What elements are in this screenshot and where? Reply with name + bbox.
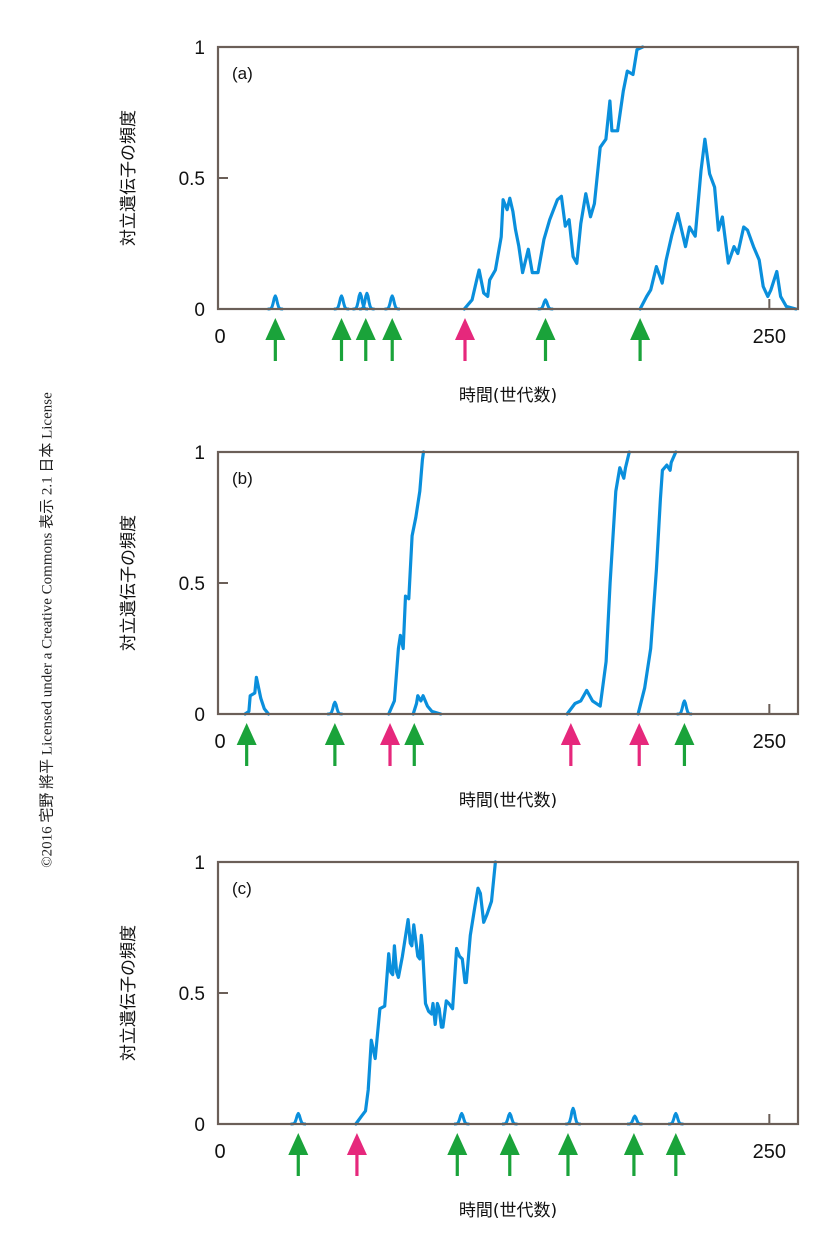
green-mutation-arrow-icon [499,1133,520,1176]
y-tick-label: 0.5 [179,169,205,190]
x-tick-label: 250 [753,326,786,348]
arrow-head [355,318,376,340]
panel-label: (b) [232,469,253,488]
blip-line [667,1112,684,1126]
arrow-head [265,318,286,340]
blip-line [453,1112,470,1126]
x-tick-label: 0 [214,1141,225,1163]
plot-frame [216,450,800,716]
blip-line [537,298,554,311]
arrow-head [331,318,352,340]
arrow-head [404,723,425,745]
y-tick-label: 0.5 [179,574,205,595]
blip-line [384,294,401,311]
arrow-head [346,1133,367,1155]
green-mutation-arrow-icon [355,318,376,361]
plot-frame [216,860,800,1126]
green-mutation-arrow-icon [630,318,651,361]
series-line-allele-4 [565,450,631,716]
arrow-head [454,318,475,340]
blip-line [326,700,343,716]
arrow-head [630,318,651,340]
x-tick-label: 250 [753,1141,786,1163]
y-axis-label: 対立遺伝子の頻度 [119,925,139,1061]
pink-mutation-arrow-icon [454,318,475,361]
blip-line [290,1112,307,1126]
pink-mutation-arrow-icon [346,1133,367,1176]
green-mutation-arrow-icon [674,723,695,766]
arrow-head [499,1133,520,1155]
series-line-allele-1 [243,675,271,716]
arrow-head [447,1133,468,1155]
arrow-head [560,723,581,745]
y-tick-label: 1 [194,853,205,874]
x-tick-label: 0 [214,731,225,753]
green-mutation-arrow-icon [404,723,425,766]
x-axis-label: 時間(世代数) [459,386,557,406]
pink-mutation-arrow-icon [560,723,581,766]
arrow-head [557,1133,578,1155]
panel-c: 0 0.5 1 0 250 (c) 時間(世代数) 対立遺伝子の頻度 [119,853,800,1221]
panel-label: (c) [232,879,252,898]
arrow-head [288,1133,309,1155]
blip-line [267,294,284,311]
arrow-head [324,723,345,745]
x-axis-label: 時間(世代数) [459,1201,557,1221]
green-mutation-arrow-icon [447,1133,468,1176]
panel-label: (a) [232,64,253,83]
series-line-allele-5 [636,450,678,716]
pink-mutation-arrow-icon [629,723,650,766]
series-line-allele-2 [638,137,798,311]
arrow-head [629,723,650,745]
arrow-head [623,1133,644,1155]
green-mutation-arrow-icon [236,723,257,766]
arrow-head [674,723,695,745]
y-tick-label: 0.5 [179,984,205,1005]
blip-line [564,1106,582,1126]
arrow-head [236,723,257,745]
y-axis-label: 対立遺伝子の頻度 [119,515,139,651]
arrow-head [380,723,401,745]
arrow-head [665,1133,686,1155]
x-tick-label: 0 [214,326,225,348]
green-mutation-arrow-icon [557,1133,578,1176]
pink-mutation-arrow-icon [380,723,401,766]
series-line-allele-2 [387,450,426,716]
y-tick-label: 0 [194,300,205,321]
green-mutation-arrow-icon [382,318,403,361]
y-tick-label: 0 [194,705,205,726]
blip-line [626,1114,643,1126]
green-mutation-arrow-icon [265,318,286,361]
green-mutation-arrow-icon [288,1133,309,1176]
blip-line [501,1112,518,1126]
series-line-allele-3 [411,694,443,716]
arrow-head [382,318,403,340]
arrow-head [535,318,556,340]
panel-a: 0 0.5 1 0 250 (a) 時間(世代数) 対立遺伝子の頻度 [119,38,800,406]
x-tick-label: 250 [753,731,786,753]
blip-line [333,294,350,311]
y-tick-label: 1 [194,443,205,464]
green-mutation-arrow-icon [324,723,345,766]
y-tick-label: 0 [194,1115,205,1136]
x-axis-label: 時間(世代数) [459,791,557,811]
series-line-allele-1 [462,45,645,311]
panel-b: 0 0.5 1 0 250 (b) 時間(世代数) 対立遺伝子の頻度 [119,443,800,811]
green-mutation-arrow-icon [665,1133,686,1176]
series-line-allele-1 [354,860,497,1126]
y-axis-label: 対立遺伝子の頻度 [119,110,139,246]
green-mutation-arrow-icon [331,318,352,361]
y-tick-label: 1 [194,38,205,59]
green-mutation-arrow-icon [535,318,556,361]
blip-line [676,699,693,716]
green-mutation-arrow-icon [623,1133,644,1176]
